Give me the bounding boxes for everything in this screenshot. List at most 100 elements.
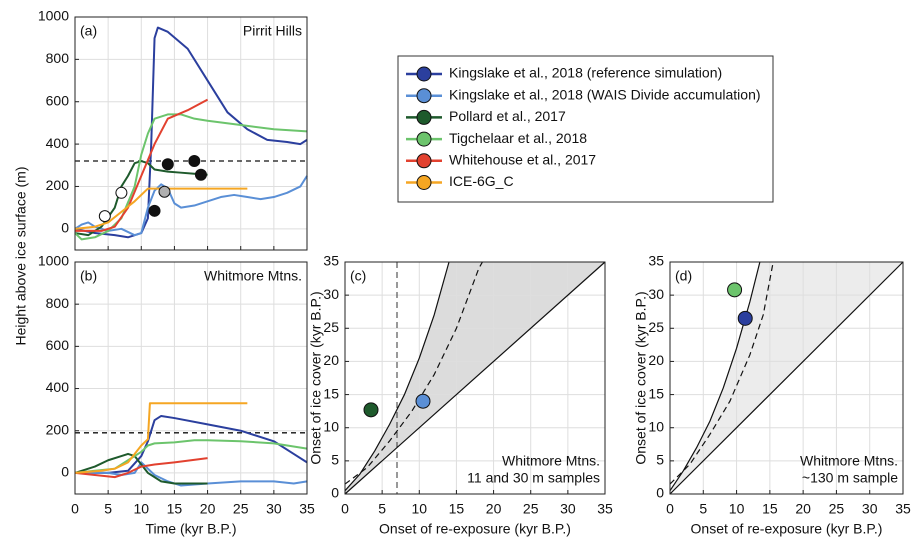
sample-point <box>194 168 207 181</box>
sample-point <box>98 210 111 223</box>
series-line <box>74 457 208 479</box>
data-point <box>737 310 753 326</box>
x-tick-label: 10 <box>133 501 149 517</box>
x-tick-label: 30 <box>266 501 282 517</box>
central-line <box>344 261 483 485</box>
central-line <box>669 261 774 485</box>
x-tick-label: 10 <box>411 501 427 517</box>
x-tick-label: 35 <box>299 501 315 517</box>
y-axis-label: Onset of ice cover (kyr B.P.) <box>633 291 649 464</box>
plot-frame <box>669 261 904 495</box>
y-tick-label: 5 <box>331 452 339 468</box>
x-tick-label: 35 <box>597 501 613 517</box>
legend-label: Whitehouse et al., 2017 <box>449 152 596 168</box>
series-line <box>74 402 248 474</box>
legend-marker <box>416 109 432 125</box>
x-tick-label: 25 <box>829 501 845 517</box>
y-tick-label: 15 <box>323 385 339 401</box>
annotation: Whitmore Mtns. <box>204 268 302 284</box>
annotation: 11 and 30 m samples <box>467 470 600 486</box>
legend-marker <box>416 153 432 169</box>
y-tick-label: 0 <box>61 464 69 480</box>
x-tick-label: 15 <box>449 501 465 517</box>
y-tick-label: 800 <box>46 295 70 311</box>
bound-line <box>669 261 904 495</box>
x-tick-label: 15 <box>167 501 183 517</box>
y-tick-label: 35 <box>648 253 664 269</box>
annotation: Pirrit Hills <box>243 23 302 39</box>
y-tick-label: 400 <box>46 379 70 395</box>
x-tick-label: 5 <box>378 501 386 517</box>
x-tick-label: 30 <box>560 501 576 517</box>
sample-point <box>161 158 174 171</box>
series-line <box>75 98 209 232</box>
x-tick-label: 20 <box>200 501 216 517</box>
x-tick-label: 20 <box>795 501 811 517</box>
panel-label: (c) <box>350 268 366 284</box>
plot-frame <box>74 16 308 251</box>
legend-label: Tigchelaar et al., 2018 <box>449 130 587 146</box>
y-tick-label: 10 <box>323 418 339 434</box>
x-tick-label: 10 <box>729 501 745 517</box>
y-tick-label: 600 <box>46 92 70 108</box>
x-tick-label: 0 <box>666 501 674 517</box>
y-tick-label: 35 <box>323 253 339 269</box>
y-tick-label: 400 <box>46 135 70 151</box>
x-axis-label: Onset of re-exposure (kyr B.P.) <box>379 521 571 537</box>
sample-point <box>188 155 201 168</box>
panel-label: (d) <box>675 268 692 284</box>
x-tick-label: 5 <box>104 501 112 517</box>
legend-label: Kingslake et al., 2018 (reference simula… <box>449 65 722 81</box>
panel: 0 5 10 15 20 25 30 35 0 200 400 600 800 1000 <box>38 253 315 517</box>
series-line <box>74 113 308 241</box>
y-tick-label: 5 <box>656 452 664 468</box>
y-axis-label: Onset of ice cover (kyr B.P.) <box>308 291 324 464</box>
y-tick-label: 15 <box>648 385 664 401</box>
x-axis-label: Onset of re-exposure (kyr B.P.) <box>691 521 883 537</box>
bound-line <box>344 261 450 492</box>
y-tick-label: 200 <box>46 421 70 437</box>
y-tick-label: 20 <box>648 352 664 368</box>
x-tick-label: 0 <box>71 501 79 517</box>
y-tick-label: 200 <box>46 177 70 193</box>
sample-point <box>115 186 128 199</box>
legend-marker <box>416 66 432 82</box>
panel-label: (a) <box>80 23 97 39</box>
y-tick-label: 800 <box>46 50 70 66</box>
legend-marker <box>416 175 432 190</box>
bound-line <box>669 261 761 492</box>
y-axis-label: Height above ice surface (m) <box>13 167 29 346</box>
x-tick-label: 25 <box>523 501 539 517</box>
series-line <box>74 187 248 230</box>
legend-marker <box>416 131 432 147</box>
x-tick-label: 15 <box>762 501 778 517</box>
legend-marker <box>416 88 432 104</box>
y-tick-label: 30 <box>323 286 339 302</box>
y-tick-label: 1000 <box>38 8 69 24</box>
x-tick-label: 0 <box>341 501 349 517</box>
legend-label: ICE-6G_C <box>449 173 514 189</box>
y-tick-label: 0 <box>331 485 339 501</box>
series-line <box>75 414 308 474</box>
y-tick-label: 20 <box>323 352 339 368</box>
x-tick-label: 20 <box>486 501 502 517</box>
legend-box <box>397 55 774 203</box>
y-tick-label: 600 <box>46 337 70 353</box>
x-tick-label: 30 <box>862 501 878 517</box>
y-tick-label: 10 <box>648 418 664 434</box>
sample-point <box>148 204 161 217</box>
x-tick-label: 5 <box>699 501 707 517</box>
y-tick-label: 1000 <box>38 253 69 269</box>
y-tick-label: 25 <box>323 319 339 335</box>
x-axis-label: Time (kyr B.P.) <box>145 521 236 537</box>
series-line <box>74 26 308 239</box>
y-tick-label: 0 <box>61 220 69 236</box>
panel: 0 5 10 15 20 25 30 35 0 5 10 15 20 25 30 35 <box>648 253 911 517</box>
legend: Kingslake et al., 2018 (reference simula… <box>397 55 774 203</box>
plot-area <box>75 262 307 494</box>
plot-frame <box>74 261 308 495</box>
x-tick-label: 25 <box>233 501 249 517</box>
y-tick-label: 25 <box>648 319 664 335</box>
data-point <box>363 402 379 418</box>
